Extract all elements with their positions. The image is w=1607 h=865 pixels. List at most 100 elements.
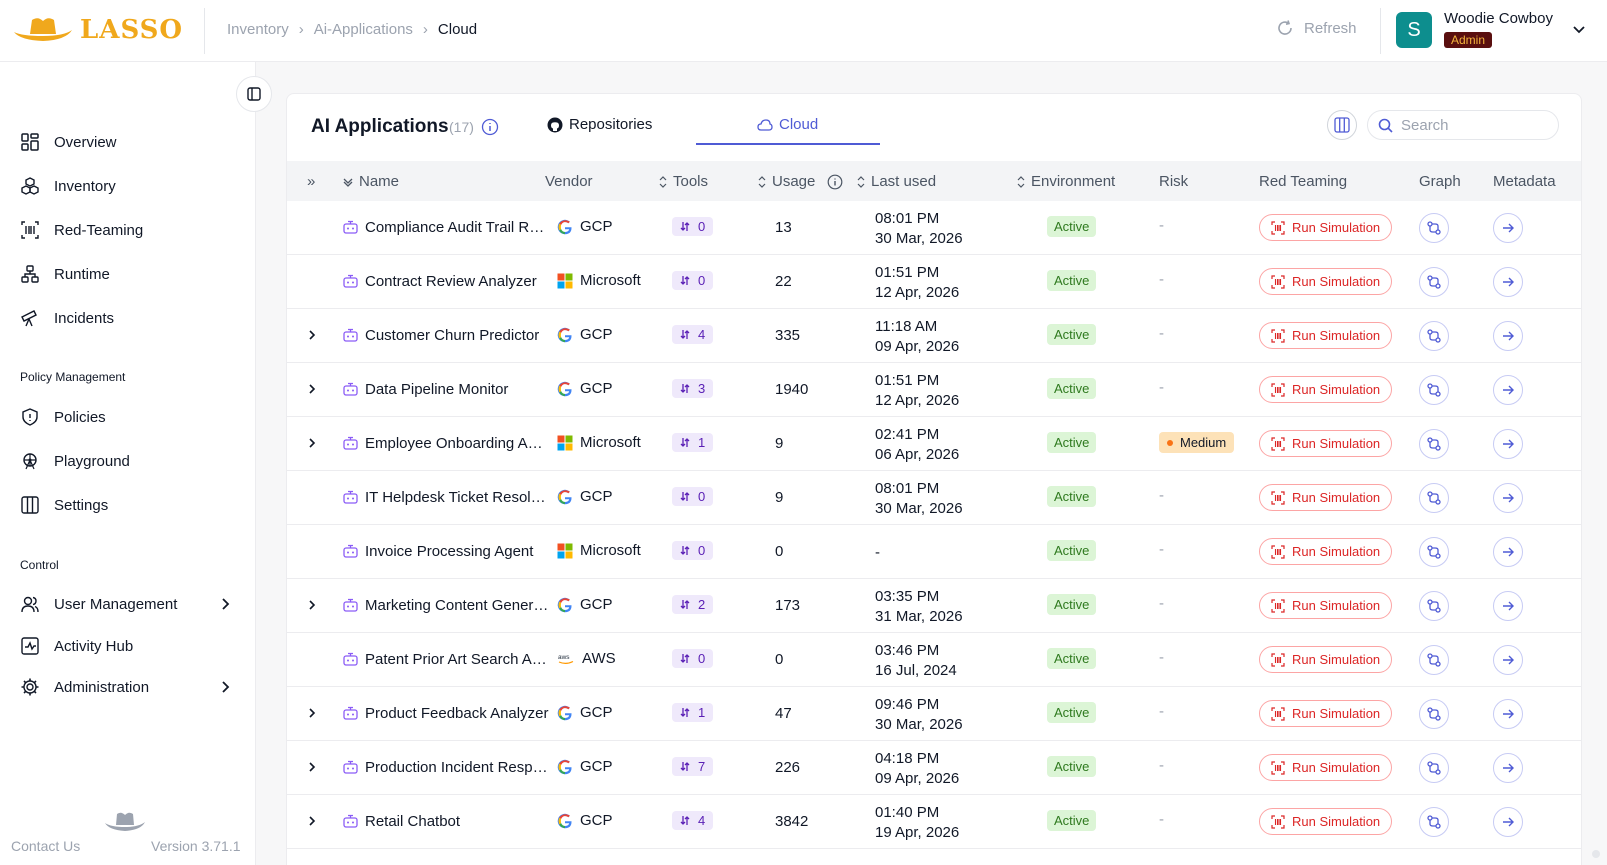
graph-button[interactable] xyxy=(1419,429,1449,459)
metadata-button[interactable] xyxy=(1493,429,1523,459)
run-simulation-button[interactable]: Run Simulation xyxy=(1259,484,1393,511)
graph-button[interactable] xyxy=(1419,321,1449,351)
table-row[interactable]: Product Feedback Analyzer GCP 1 47 09:46… xyxy=(287,687,1581,741)
sidebar-item-policies[interactable]: Policies xyxy=(20,407,232,427)
sidebar-item-settings[interactable]: Settings xyxy=(20,495,232,515)
search-input[interactable] xyxy=(1401,116,1541,134)
expand-row-icon[interactable] xyxy=(307,599,317,611)
tools-badge[interactable]: 2 xyxy=(672,595,714,614)
tools-badge[interactable]: 0 xyxy=(672,217,714,236)
metadata-button[interactable] xyxy=(1493,321,1523,351)
metadata-button[interactable] xyxy=(1493,591,1523,621)
tools-badge[interactable]: 1 xyxy=(672,703,714,722)
table-row[interactable]: Contract Review Analyzer Microsoft 0 22 … xyxy=(287,255,1581,309)
column-name[interactable]: Name xyxy=(343,173,399,190)
metadata-button[interactable] xyxy=(1493,213,1523,243)
tab-repositories[interactable]: Repositories xyxy=(547,116,652,133)
app-name[interactable]: Invoice Processing Agent xyxy=(343,543,550,560)
app-name[interactable]: Product Feedback Analyzer xyxy=(343,705,550,722)
tab-cloud[interactable]: Cloud xyxy=(757,116,818,133)
metadata-button[interactable] xyxy=(1493,483,1523,513)
app-name[interactable]: Data Pipeline Monitor xyxy=(343,381,550,398)
app-name[interactable]: Employee Onboarding Ass... xyxy=(343,435,550,452)
sidebar-item-runtime[interactable]: Runtime xyxy=(20,264,232,284)
run-simulation-button[interactable]: Run Simulation xyxy=(1259,376,1393,403)
app-name[interactable]: Production Incident Respo... xyxy=(343,759,550,776)
table-row[interactable]: Invoice Processing Agent Microsoft 0 0 -… xyxy=(287,525,1581,579)
tools-badge[interactable]: 0 xyxy=(672,271,714,290)
avatar[interactable]: S xyxy=(1396,12,1432,48)
sidebar-item-playground[interactable]: Playground xyxy=(20,451,232,471)
column-tools[interactable]: Tools xyxy=(659,173,708,190)
table-row[interactable]: Retail Chatbot GCP 4 3842 01:40 PM 19 Ap… xyxy=(287,795,1581,849)
app-name[interactable]: Compliance Audit Trail Revi... xyxy=(343,219,550,236)
expand-row-icon[interactable] xyxy=(307,329,317,341)
app-name[interactable]: Marketing Content Genera... xyxy=(343,597,550,614)
metadata-button[interactable] xyxy=(1493,645,1523,675)
sidebar-collapse-button[interactable] xyxy=(236,76,272,112)
metadata-button[interactable] xyxy=(1493,753,1523,783)
run-simulation-button[interactable]: Run Simulation xyxy=(1259,646,1393,673)
table-row[interactable]: Marketing Content Genera... GCP 2 173 03… xyxy=(287,579,1581,633)
column-settings-button[interactable] xyxy=(1327,110,1357,140)
table-row[interactable]: Employee Onboarding Ass... Microsoft 1 9… xyxy=(287,417,1581,471)
info-icon[interactable] xyxy=(827,174,843,190)
scrollbar[interactable] xyxy=(1592,850,1600,858)
run-simulation-button[interactable]: Run Simulation xyxy=(1259,430,1393,457)
graph-button[interactable] xyxy=(1419,591,1449,621)
graph-button[interactable] xyxy=(1419,537,1449,567)
table-row[interactable]: Compliance Audit Trail Revi... GCP 0 13 … xyxy=(287,201,1581,255)
table-row[interactable]: Customer Churn Predictor GCP 4 335 11:18… xyxy=(287,309,1581,363)
expand-row-icon[interactable] xyxy=(307,707,317,719)
metadata-button[interactable] xyxy=(1493,375,1523,405)
sidebar-item-activity-hub[interactable]: Activity Hub xyxy=(20,636,232,656)
app-name[interactable]: Contract Review Analyzer xyxy=(343,273,550,290)
breadcrumb-ai-applications[interactable]: Ai-Applications xyxy=(313,21,413,38)
graph-button[interactable] xyxy=(1419,375,1449,405)
table-row[interactable]: Patent Prior Art Search Age... aws AWS 0… xyxy=(287,633,1581,687)
column-last-used[interactable]: Last used xyxy=(857,173,936,190)
expand-row-icon[interactable] xyxy=(307,761,317,773)
run-simulation-button[interactable]: Run Simulation xyxy=(1259,322,1393,349)
sidebar-item-user-management[interactable]: User Management xyxy=(20,594,232,614)
metadata-button[interactable] xyxy=(1493,267,1523,297)
tools-badge[interactable]: 3 xyxy=(672,379,714,398)
sidebar-item-incidents[interactable]: Incidents xyxy=(20,308,232,328)
table-row[interactable]: Production Incident Respo... GCP 7 226 0… xyxy=(287,741,1581,795)
refresh-button[interactable]: Refresh xyxy=(1276,19,1357,37)
expand-row-icon[interactable] xyxy=(307,383,317,395)
metadata-button[interactable] xyxy=(1493,699,1523,729)
tools-badge[interactable]: 0 xyxy=(672,541,714,560)
expand-row-icon[interactable] xyxy=(307,437,317,449)
run-simulation-button[interactable]: Run Simulation xyxy=(1259,214,1393,241)
tools-badge[interactable]: 1 xyxy=(672,433,714,452)
breadcrumb-inventory[interactable]: Inventory xyxy=(227,21,289,38)
run-simulation-button[interactable]: Run Simulation xyxy=(1259,808,1393,835)
graph-button[interactable] xyxy=(1419,753,1449,783)
app-name[interactable]: Retail Chatbot xyxy=(343,813,550,830)
table-row[interactable]: Data Pipeline Monitor GCP 3 1940 01:51 P… xyxy=(287,363,1581,417)
app-name[interactable]: Patent Prior Art Search Age... xyxy=(343,651,550,668)
sidebar-item-inventory[interactable]: Inventory xyxy=(20,176,232,196)
metadata-button[interactable] xyxy=(1493,537,1523,567)
graph-button[interactable] xyxy=(1419,807,1449,837)
column-usage[interactable]: Usage xyxy=(758,173,843,190)
metadata-button[interactable] xyxy=(1493,807,1523,837)
chevron-down-icon[interactable] xyxy=(1572,22,1586,36)
app-name[interactable]: Customer Churn Predictor xyxy=(343,327,550,344)
run-simulation-button[interactable]: Run Simulation xyxy=(1259,592,1393,619)
run-simulation-button[interactable]: Run Simulation xyxy=(1259,700,1393,727)
graph-button[interactable] xyxy=(1419,267,1449,297)
logo[interactable]: LASSO xyxy=(12,14,183,46)
run-simulation-button[interactable]: Run Simulation xyxy=(1259,538,1393,565)
contact-us-link[interactable]: Contact Us xyxy=(11,838,81,854)
tools-badge[interactable]: 0 xyxy=(672,487,714,506)
tools-badge[interactable]: 0 xyxy=(672,649,714,668)
tools-badge[interactable]: 4 xyxy=(672,325,714,344)
expand-all-icon[interactable]: » xyxy=(307,173,316,190)
column-environment[interactable]: Environment xyxy=(1017,173,1115,190)
info-icon[interactable] xyxy=(481,118,499,136)
graph-button[interactable] xyxy=(1419,645,1449,675)
expand-row-icon[interactable] xyxy=(307,815,317,827)
graph-button[interactable] xyxy=(1419,699,1449,729)
